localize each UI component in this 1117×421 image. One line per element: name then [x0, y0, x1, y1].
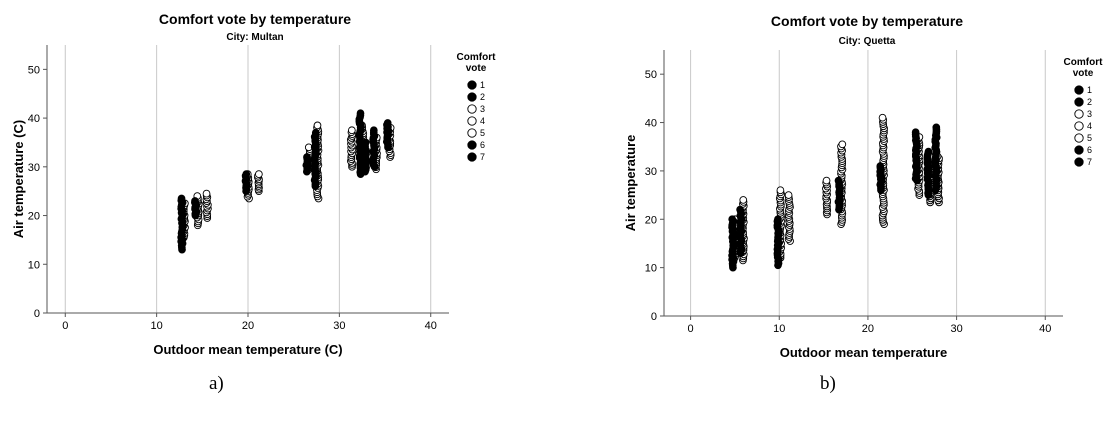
legend-marker [467, 104, 477, 114]
legend-label: 2 [1087, 97, 1092, 107]
legend-label: 7 [480, 152, 485, 162]
legend-label: 3 [480, 104, 485, 114]
legend-label: 1 [1087, 85, 1092, 95]
point-open [348, 126, 356, 135]
point-open [784, 191, 793, 199]
point-open [255, 170, 263, 178]
point-filled [356, 109, 365, 118]
x-tick-label: 0 [62, 320, 68, 332]
x-tick-label: 10 [773, 323, 785, 335]
point-filled [191, 197, 199, 205]
point-filled [383, 119, 392, 127]
point-open [739, 196, 748, 204]
legend-marker [467, 152, 477, 162]
point-filled [242, 170, 251, 178]
legend-title: vote [1073, 68, 1094, 79]
x-tick-label: 40 [1039, 323, 1051, 335]
y-tick-label: 0 [651, 311, 657, 323]
legend-marker [1074, 145, 1084, 155]
y-tick-label: 40 [28, 113, 40, 125]
caption-a: a) [209, 373, 224, 394]
legend-title: Comfort [1064, 57, 1104, 68]
point-filled [911, 128, 920, 137]
x-tick-label: 20 [242, 320, 254, 332]
legend-title: vote [466, 63, 487, 74]
y-tick-label: 40 [645, 118, 657, 130]
point-filled [876, 162, 885, 170]
legend-marker [467, 80, 477, 90]
y-tick-label: 10 [28, 259, 40, 271]
point-filled [303, 153, 311, 161]
point-filled [361, 138, 370, 147]
point-open [202, 189, 211, 198]
point-filled [932, 123, 941, 132]
y-tick-label: 30 [28, 162, 40, 174]
legend-label: 1 [480, 80, 485, 90]
legend-marker [1074, 133, 1084, 143]
x-tick-label: 0 [688, 323, 694, 335]
legend-title: Comfort [457, 52, 497, 63]
y-tick-label: 50 [645, 69, 657, 81]
legend-marker [467, 128, 477, 138]
y-tick-label: 50 [28, 64, 40, 76]
chart-title: Comfort vote by temperature [159, 11, 351, 27]
legend-marker [1074, 121, 1084, 131]
legend-label: 5 [1087, 133, 1092, 143]
scatter-chart-multan: Comfort vote by temperature City: Multan 0… [11, 11, 497, 357]
point-open [776, 186, 785, 195]
chart-panel-multan: Comfort vote by temperature City: Multan 0… [0, 0, 540, 421]
legend-marker [467, 116, 477, 126]
y-axis-label: Air temperature (C) [11, 120, 26, 238]
point-filled [774, 215, 782, 224]
legend-marker [1074, 157, 1084, 167]
point-filled [736, 205, 744, 214]
chart-subtitle: City: Multan [226, 32, 283, 43]
legend-marker [1074, 97, 1084, 107]
legend-marker [467, 92, 477, 102]
legend-label: 6 [1087, 145, 1092, 155]
chart-title: Comfort vote by temperature [771, 13, 963, 29]
point-filled [924, 147, 933, 156]
point-open [878, 113, 887, 122]
caption-b: b) [820, 373, 836, 394]
x-tick-label: 20 [862, 323, 874, 335]
chart-panel-quetta: Comfort vote by temperature City: Quetta 0… [560, 0, 1117, 421]
x-tick-label: 30 [950, 323, 962, 335]
point-open [313, 121, 322, 130]
chart-subtitle: City: Quetta [839, 36, 896, 47]
point-filled [834, 176, 843, 185]
legend-label: 3 [1087, 109, 1092, 119]
legend-label: 5 [480, 128, 485, 138]
legend-label: 6 [480, 140, 485, 150]
y-tick-label: 20 [28, 211, 40, 223]
y-tick-label: 10 [645, 263, 657, 275]
legend-marker [1074, 109, 1084, 119]
point-open [838, 140, 847, 149]
scatter-chart-quetta: Comfort vote by temperature City: Quetta 0… [623, 13, 1104, 360]
x-tick-label: 30 [333, 320, 345, 332]
legend-marker [467, 140, 477, 150]
x-axis-label: Outdoor mean temperature (C) [153, 342, 342, 357]
point-filled [728, 215, 737, 224]
point-filled [369, 126, 378, 135]
x-tick-label: 40 [425, 320, 437, 332]
point-open [822, 176, 831, 185]
legend-label: 4 [1087, 121, 1092, 131]
x-tick-label: 10 [151, 320, 163, 332]
legend-label: 7 [1087, 157, 1092, 167]
point-filled [177, 194, 186, 203]
y-tick-label: 0 [34, 308, 40, 320]
y-tick-label: 30 [645, 166, 657, 178]
x-axis-label: Outdoor mean temperature [780, 345, 948, 360]
y-tick-label: 20 [645, 214, 657, 226]
legend-marker [1074, 85, 1084, 95]
legend-label: 4 [480, 116, 485, 126]
legend-label: 2 [480, 92, 485, 102]
y-axis-label: Air temperature [623, 135, 638, 232]
point-filled [311, 128, 320, 137]
